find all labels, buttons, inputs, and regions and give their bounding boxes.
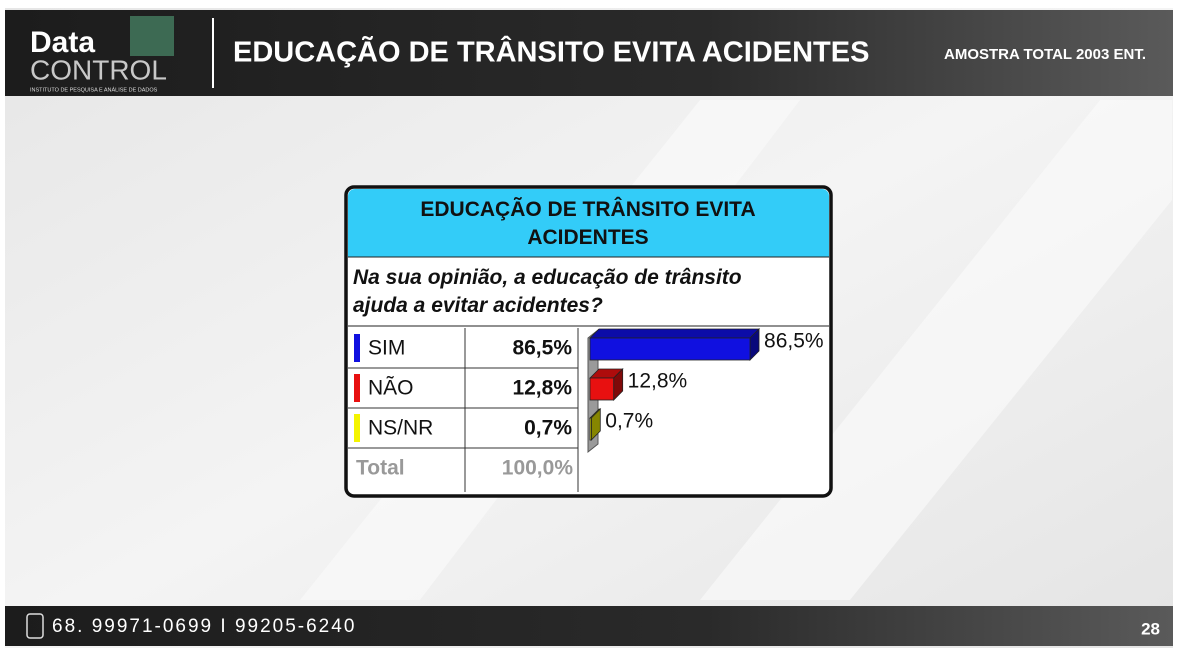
logo-icon [130, 16, 174, 56]
table-value: 12,8% [512, 377, 572, 400]
bar-front [589, 377, 615, 401]
bar-chart: 86,5% 12,8% 0,7% [587, 328, 824, 454]
header-title: EDUCAÇÃO DE TRÂNSITO EVITA ACIDENTES [233, 35, 869, 69]
page-number: 28 [1141, 619, 1160, 638]
bar-top [589, 328, 760, 339]
total-value: 100,0% [502, 457, 574, 480]
category-label: NS/NR [368, 417, 433, 440]
chart-subtitle: Na sua opinião, a educação de trânsito aj… [353, 266, 742, 317]
sample-size: AMOSTRA TOTAL 2003 ENT. [944, 46, 1146, 63]
chart-title: EDUCAÇÃO DE TRÂNSITO EVITA ACIDENTES [420, 197, 755, 249]
bar-front [589, 337, 751, 361]
total-label: Total [356, 457, 405, 480]
bar [589, 328, 760, 361]
footer-phone: 68. 99971-0699 I 99205-6240 [52, 616, 356, 637]
data-label: 0,7% [605, 410, 653, 433]
data-label: 86,5% [764, 330, 824, 353]
legend-swatch [354, 374, 360, 402]
bar [589, 408, 602, 441]
logo-top: Data [30, 26, 95, 59]
table-value: 86,5% [512, 337, 572, 360]
table-value: 0,7% [524, 417, 572, 440]
category-label: NÃO [368, 376, 414, 400]
phone-icon [26, 613, 44, 639]
data-label: 12,8% [628, 370, 688, 393]
logo-tagline: INSTITUTO DE PESQUISA E ANÁLISE DE DADOS [30, 86, 158, 93]
card-header [348, 189, 829, 257]
header-bar [5, 10, 1173, 96]
legend-swatch [354, 414, 360, 442]
table: SIM 86,5% NÃO 12,8% NS/NR 0,7% Total 100,0% [348, 328, 579, 492]
footer-bar [5, 606, 1173, 646]
legend-swatch [354, 334, 360, 362]
bar-front [589, 417, 592, 441]
logo-bottom: CONTROL [30, 54, 167, 85]
category-label: SIM [368, 337, 405, 360]
bar [589, 368, 624, 401]
